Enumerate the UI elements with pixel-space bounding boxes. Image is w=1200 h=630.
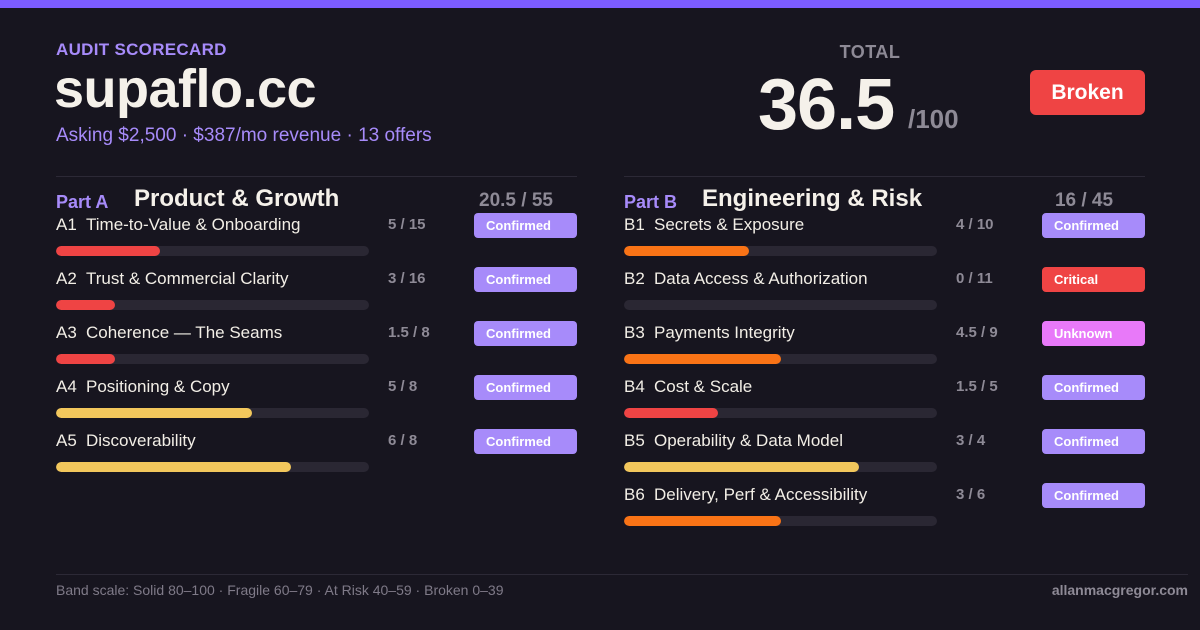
status-badge: Critical (1042, 267, 1145, 292)
criterion-row: B6 Delivery, Perf & Accessibility 3 / 6 Con… (624, 456, 1145, 526)
criterion-name: Positioning & Copy (86, 377, 230, 396)
section-part-label: Part A (56, 192, 109, 212)
criterion-row: B4 Cost & Scale 1.5 / 5 Confirmed (624, 348, 1145, 418)
score-bar-track (56, 462, 369, 472)
criterion-name: Delivery, Perf & Accessibility (654, 485, 868, 504)
criterion-row: B5 Operability & Data Model 3 / 4 Confirmed (624, 402, 1145, 472)
score-bar-fill (624, 246, 750, 256)
score-bar-fill (624, 516, 781, 526)
listing-summary: Asking $2,500 · $387/mo revenue · 13 off… (56, 125, 432, 146)
criterion-score: 3 / 16 (388, 270, 426, 287)
criterion-code: A1 (56, 215, 77, 234)
status-badge: Confirmed (474, 375, 577, 400)
criterion-score: 5 / 15 (388, 216, 426, 233)
eyebrow-label: AUDIT SCORECARD (56, 40, 227, 59)
status-badge: Confirmed (1042, 375, 1145, 400)
score-bar-fill (624, 354, 781, 364)
criterion-name: Data Access & Authorization (654, 269, 868, 288)
total-label: TOTAL (839, 42, 901, 62)
criterion-score: 4 / 10 (956, 216, 994, 233)
score-bar-track (56, 354, 369, 364)
score-bar-track (624, 462, 937, 472)
criterion-row: A5 Discoverability 6 / 8 Confirmed (56, 402, 577, 472)
criterion-name: Time-to-Value & Onboarding (86, 215, 301, 234)
score-bar-fill (56, 300, 115, 310)
criterion-row: B3 Payments Integrity 4.5 / 9 Unknown (624, 294, 1145, 364)
status-badge: Confirmed (474, 213, 577, 238)
criterion-score: 4.5 / 9 (956, 324, 998, 341)
score-bar-fill (624, 462, 859, 472)
criterion-code: B5 (624, 431, 645, 450)
criterion-name: Cost & Scale (654, 377, 753, 396)
score-bar-track (624, 246, 937, 256)
criterion-name: Payments Integrity (654, 323, 795, 342)
section-title: Product & Growth (134, 185, 340, 212)
total-score: 36.5 (758, 65, 895, 145)
score-bar-track (624, 300, 937, 310)
score-bar-fill (56, 354, 115, 364)
criterion-row: A1 Time-to-Value & Onboarding 5 / 15 Confir… (56, 186, 577, 256)
criterion-row: B2 Data Access & Authorization 0 / 11 Criti… (624, 240, 1145, 310)
criterion-row: B1 Secrets & Exposure 4 / 10 Confirmed (624, 186, 1145, 256)
score-bar-track (56, 408, 369, 418)
divider-part-a (56, 176, 577, 177)
status-badge: Unknown (1042, 321, 1145, 346)
criterion-row: A3 Coherence — The Seams 1.5 / 8 Confirmed (56, 294, 577, 364)
top-accent-bar (0, 0, 1200, 8)
score-bar-track (624, 516, 937, 526)
criterion-code: B6 (624, 485, 645, 504)
status-badge: Confirmed (1042, 213, 1145, 238)
criterion-code: B3 (624, 323, 645, 342)
criterion-row: A2 Trust & Commercial Clarity 3 / 16 Confir… (56, 240, 577, 310)
section-part-label: Part B (624, 192, 678, 212)
site-name: supaflo.cc (54, 59, 317, 119)
score-bar-fill (56, 408, 252, 418)
criterion-score: 3 / 4 (956, 432, 986, 449)
criterion-code: B1 (624, 215, 645, 234)
band-badge: Broken (1030, 70, 1145, 115)
criterion-name: Discoverability (86, 431, 196, 450)
criterion-code: A2 (56, 269, 77, 288)
criterion-score: 1.5 / 5 (956, 378, 998, 395)
status-badge: Confirmed (474, 267, 577, 292)
criterion-row: A4 Positioning & Copy 5 / 8 Confirmed (56, 348, 577, 418)
criterion-code: A4 (56, 377, 77, 396)
status-badge: Confirmed (474, 321, 577, 346)
section-title: Engineering & Risk (702, 185, 923, 212)
criterion-score: 5 / 8 (388, 378, 418, 395)
score-bar-fill (56, 462, 291, 472)
section-part-a: Part A Product & Growth 20.5 / 55 A1 Time… (56, 185, 577, 546)
score-bar-fill (56, 246, 161, 256)
status-badge: Confirmed (474, 429, 577, 454)
criterion-score: 6 / 8 (388, 432, 418, 449)
status-badge: Confirmed (1042, 429, 1145, 454)
score-bar-track (56, 246, 369, 256)
status-badge: Confirmed (1042, 483, 1145, 508)
criterion-score: 3 / 6 (956, 486, 986, 503)
band-scale-note: Band scale: Solid 80–100 · Fragile 60–79… (56, 582, 504, 598)
criterion-score: 1.5 / 8 (388, 324, 430, 341)
criterion-code: B4 (624, 377, 645, 396)
footer-credit: allanmacgregor.com (1051, 582, 1188, 598)
criterion-name: Coherence — The Seams (86, 323, 283, 342)
criterion-name: Secrets & Exposure (654, 215, 805, 234)
total-max: /100 (908, 104, 959, 134)
criterion-code: A5 (56, 431, 77, 450)
divider-part-b (624, 176, 1145, 177)
score-bar-track (624, 354, 937, 364)
score-bar-fill (624, 408, 718, 418)
criterion-code: B2 (624, 269, 645, 288)
footer-divider (56, 574, 1188, 575)
section-part-b: Part B Engineering & Risk 16 / 45 B1 Secr… (624, 185, 1145, 546)
section-score: 16 / 45 (1054, 190, 1114, 211)
score-bar-track (56, 300, 369, 310)
criterion-name: Trust & Commercial Clarity (86, 269, 289, 288)
section-score: 20.5 / 55 (479, 190, 553, 211)
criterion-score: 0 / 11 (956, 270, 993, 287)
criterion-code: A3 (56, 323, 77, 342)
score-bar-track (624, 408, 937, 418)
criterion-name: Operability & Data Model (654, 431, 843, 450)
